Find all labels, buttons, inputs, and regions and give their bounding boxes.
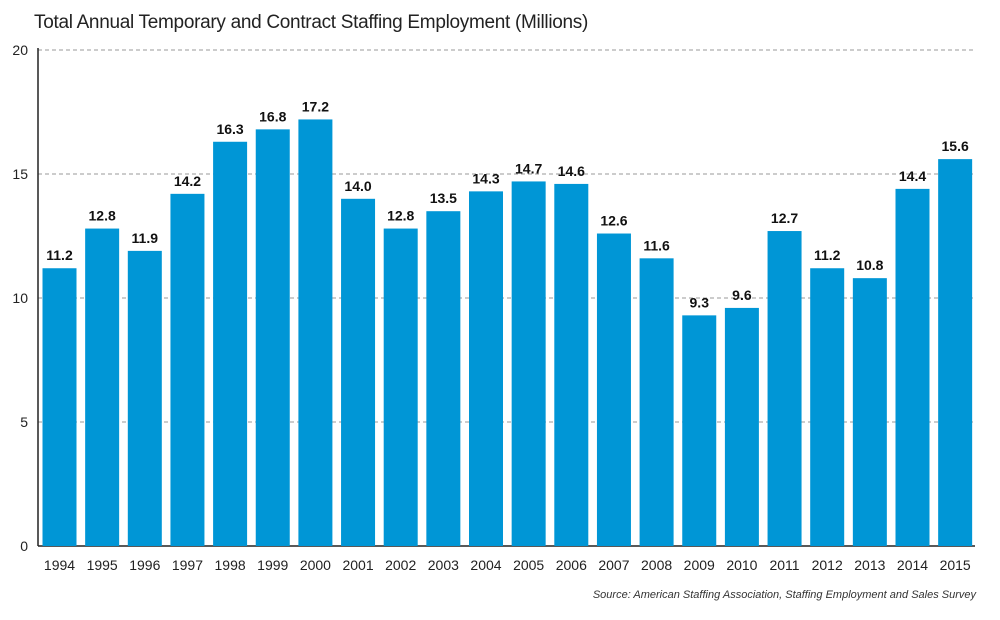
x-tick-label-2007: 2007 bbox=[598, 557, 629, 573]
data-label-2010: 9.6 bbox=[732, 287, 752, 303]
bar-1994 bbox=[42, 268, 77, 546]
bar-2012 bbox=[810, 268, 845, 546]
data-label-2007: 12.6 bbox=[600, 213, 627, 229]
bar-1997 bbox=[170, 193, 205, 546]
data-label-2015: 15.6 bbox=[942, 138, 969, 154]
source-note: Source: American Staffing Association, S… bbox=[592, 589, 976, 601]
x-tick-label-1994: 1994 bbox=[44, 557, 75, 573]
data-label-1994: 11.2 bbox=[46, 247, 73, 263]
x-tick-label-2015: 2015 bbox=[940, 557, 971, 573]
x-tick-label-2001: 2001 bbox=[342, 557, 373, 573]
data-label-2003: 13.5 bbox=[430, 190, 457, 206]
bar-2007 bbox=[596, 233, 631, 546]
x-tick-label-1997: 1997 bbox=[172, 557, 203, 573]
y-tick-label: 5 bbox=[20, 414, 28, 430]
data-label-2002: 12.8 bbox=[387, 208, 414, 224]
x-tick-label-2004: 2004 bbox=[470, 557, 501, 573]
data-label-2011: 12.7 bbox=[771, 210, 798, 226]
x-tick-label-1998: 1998 bbox=[215, 557, 246, 573]
bar-1999 bbox=[255, 129, 290, 547]
bar-2002 bbox=[383, 228, 418, 546]
y-tick-label: 0 bbox=[20, 538, 28, 554]
bar-1995 bbox=[85, 228, 120, 546]
bar-1996 bbox=[127, 250, 162, 546]
x-tick-label-1995: 1995 bbox=[87, 557, 118, 573]
bar-2013 bbox=[852, 278, 887, 546]
bar-2005 bbox=[511, 181, 546, 546]
bar-2003 bbox=[426, 211, 461, 546]
bar-2008 bbox=[639, 258, 674, 546]
y-tick-label: 20 bbox=[12, 42, 28, 58]
x-tick-label-2012: 2012 bbox=[812, 557, 843, 573]
bar-2015 bbox=[938, 159, 973, 546]
bar-2006 bbox=[554, 183, 589, 547]
bar-2004 bbox=[469, 191, 503, 547]
data-label-2013: 10.8 bbox=[856, 257, 883, 273]
x-tick-label-2003: 2003 bbox=[428, 557, 459, 573]
x-tick-label-1999: 1999 bbox=[257, 557, 288, 573]
bar-2000 bbox=[298, 119, 333, 546]
data-label-2000: 17.2 bbox=[302, 98, 329, 114]
data-label-1998: 16.3 bbox=[216, 121, 243, 137]
x-tick-label-2000: 2000 bbox=[300, 557, 331, 573]
data-labels: 11.2 12.8 11.9 14.2 16.3 16.8 17.2 14.0 12.8 13.5… bbox=[46, 98, 969, 310]
x-tick-label-2008: 2008 bbox=[641, 557, 672, 573]
bar-2001 bbox=[341, 198, 376, 547]
x-tick-label-1996: 1996 bbox=[129, 557, 160, 573]
bar-2010 bbox=[724, 307, 759, 546]
data-label-2005: 14.7 bbox=[515, 160, 542, 176]
data-label-2014: 14.4 bbox=[899, 168, 926, 184]
data-label-1997: 14.2 bbox=[174, 173, 201, 189]
x-tick-label-2006: 2006 bbox=[556, 557, 587, 573]
category-labels: 1994 1995 1996 1997 1998 1999 2000 2001 2002 2003… bbox=[44, 557, 971, 573]
data-label-2012: 11.2 bbox=[814, 247, 841, 263]
chart-title: Total Annual Temporary and Contract Staf… bbox=[34, 12, 588, 33]
y-tick-labels: 0 5 10 15 20 bbox=[12, 42, 28, 554]
data-label-1995: 12.8 bbox=[89, 208, 116, 224]
data-label-1999: 16.8 bbox=[259, 108, 286, 124]
data-label-2001: 14.0 bbox=[344, 178, 371, 194]
x-tick-label-2011: 2011 bbox=[769, 557, 799, 573]
bars bbox=[42, 119, 973, 547]
y-tick-label: 15 bbox=[12, 166, 28, 182]
x-tick-label-2013: 2013 bbox=[854, 557, 885, 573]
data-label-2006: 14.6 bbox=[558, 163, 585, 179]
data-label-2008: 11.6 bbox=[643, 237, 670, 253]
x-tick-label-2005: 2005 bbox=[513, 557, 544, 573]
data-label-2004: 14.3 bbox=[472, 170, 499, 186]
x-tick-label-2010: 2010 bbox=[726, 557, 757, 573]
x-tick-label-2014: 2014 bbox=[897, 557, 928, 573]
bar-2011 bbox=[767, 231, 802, 547]
y-tick-label: 10 bbox=[12, 290, 28, 306]
x-tick-label-2002: 2002 bbox=[385, 557, 416, 573]
x-tick-label-2009: 2009 bbox=[684, 557, 715, 573]
bar-2009 bbox=[682, 315, 717, 546]
bar-1998 bbox=[213, 141, 248, 546]
data-label-2009: 9.3 bbox=[690, 294, 710, 310]
bar-2014 bbox=[895, 188, 930, 546]
data-label-1996: 11.9 bbox=[132, 230, 159, 246]
